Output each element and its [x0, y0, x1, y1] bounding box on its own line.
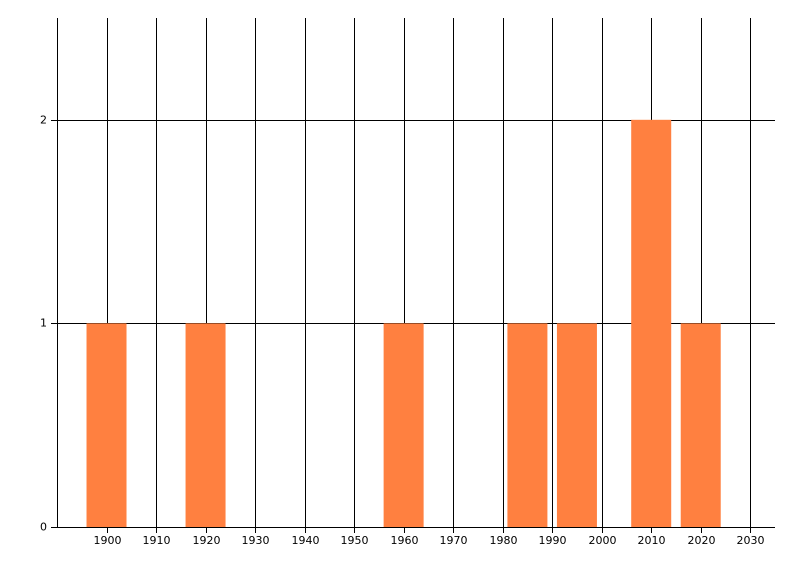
x-tick-label: 2010 [638, 534, 666, 547]
x-tick-label: 1900 [94, 534, 122, 547]
x-tick-label: 2020 [688, 534, 716, 547]
x-tick-label: 1920 [193, 534, 221, 547]
x-tick-label: 1960 [391, 534, 419, 547]
bar [383, 323, 424, 527]
bar [507, 323, 548, 527]
x-tick-label: 1980 [490, 534, 518, 547]
bar [86, 323, 127, 527]
x-tick-label: 1940 [292, 534, 320, 547]
x-tick-label: 1970 [440, 534, 468, 547]
x-tick-label: 1910 [143, 534, 171, 547]
x-tick-label: 1950 [341, 534, 369, 547]
bar [185, 323, 226, 527]
bar [680, 323, 721, 527]
y-tick-label: 1 [40, 317, 47, 330]
x-tick-label: 1990 [539, 534, 567, 547]
x-tick-label: 1930 [242, 534, 270, 547]
bar [631, 119, 672, 528]
bar [556, 323, 597, 527]
x-tick-label: 2030 [737, 534, 765, 547]
x-tick-label: 2000 [589, 534, 617, 547]
y-tick-label: 0 [40, 521, 47, 534]
y-tick-label: 2 [40, 114, 47, 127]
